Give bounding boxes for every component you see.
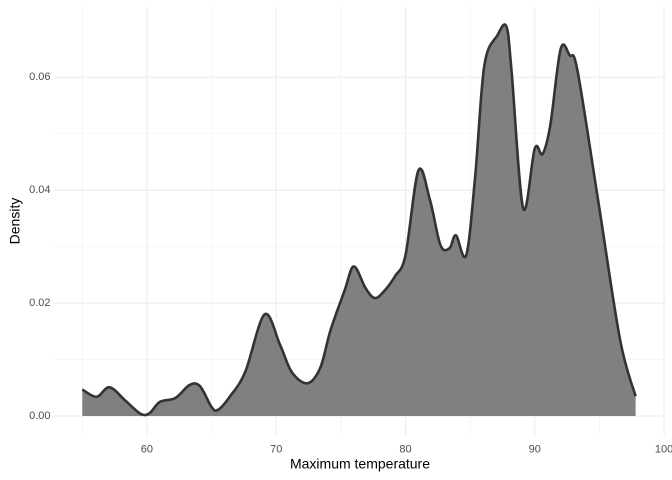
x-tick-label: 100 — [655, 443, 672, 455]
y-tick-label: 0.06 — [29, 71, 50, 83]
density-area — [82, 24, 636, 417]
x-tick-label: 80 — [399, 443, 411, 455]
x-axis-title: Maximum temperature — [290, 456, 430, 472]
y-tick-label: 0.02 — [29, 297, 50, 309]
x-tick-label: 90 — [529, 443, 541, 455]
x-tick-label: 60 — [141, 443, 153, 455]
density-line — [81, 23, 637, 417]
x-tick-label: 70 — [270, 443, 282, 455]
y-axis-title: Density — [7, 198, 23, 245]
y-tick-label: 0.04 — [29, 184, 50, 196]
y-tick-label: 0.00 — [29, 410, 50, 422]
